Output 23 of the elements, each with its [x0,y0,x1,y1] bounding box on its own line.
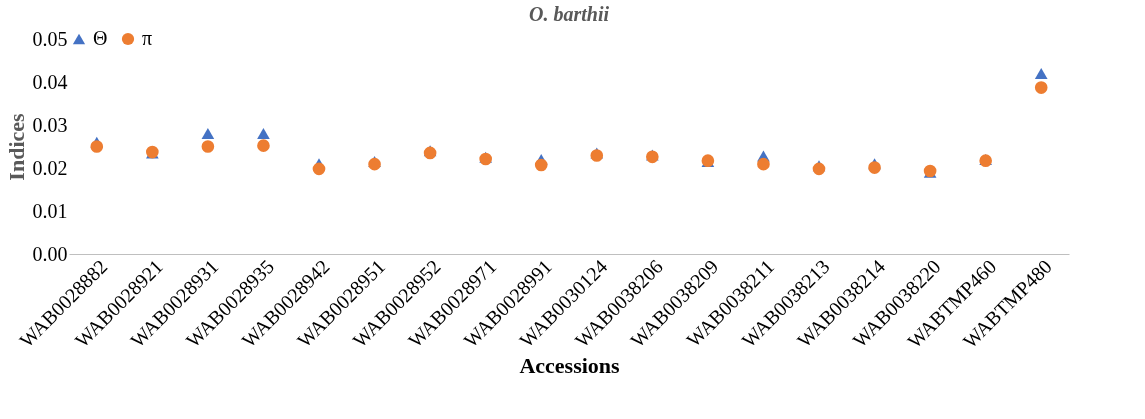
point [257,128,270,140]
point [90,140,104,153]
y-tick-label: 0.04 [32,70,68,93]
y-tick-label: 0.02 [32,156,68,179]
x-axis-title: Accessions [519,353,621,379]
legend-label: π [142,27,153,49]
y-axis-title: Indices [3,112,29,181]
point [1034,67,1048,79]
chart-title: O. barthii [528,3,610,25]
point [201,140,215,153]
y-tick-label: 0.05 [32,27,68,50]
y-tick-label: 0.01 [32,199,68,222]
point [868,161,881,174]
point [534,158,548,172]
point [1034,81,1048,94]
point [201,128,215,140]
y-tick-label: 0.03 [32,113,68,136]
point [757,157,770,171]
legend-label: Θ [93,27,108,49]
y-tick-label: 0.00 [32,242,68,265]
point [312,162,326,176]
point [812,162,826,176]
point [257,139,270,152]
